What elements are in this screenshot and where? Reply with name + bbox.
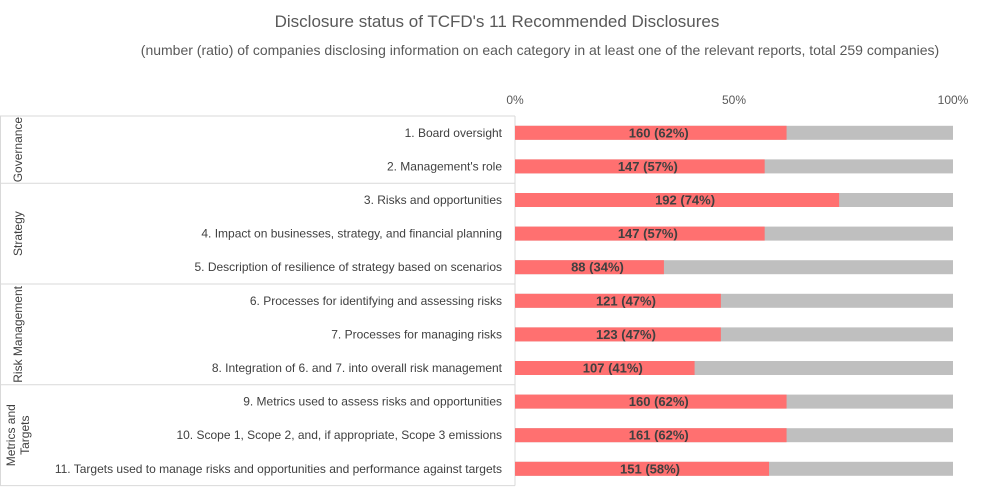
data-label: 123 (47%) — [596, 327, 656, 342]
bar-disclosed — [515, 260, 664, 275]
category-label: 9. Metrics used to assess risks and oppo… — [243, 395, 502, 409]
x-tick-label: 0% — [506, 93, 524, 107]
bar-disclosed — [515, 361, 695, 375]
data-label: 121 (47%) — [596, 293, 656, 308]
data-label: 147 (57%) — [618, 226, 678, 241]
category-label: 1. Board oversight — [405, 126, 503, 140]
category-label: 6. Processes for identifying and assessi… — [250, 294, 502, 308]
bar-disclosed — [515, 226, 765, 241]
data-label: 160 (62%) — [629, 394, 689, 409]
data-label: 88 (34%) — [571, 260, 624, 275]
category-label: 8. Integration of 6. and 7. into overall… — [212, 361, 503, 375]
category-label: 11. Targets used to manage risks and opp… — [55, 462, 502, 476]
group-label: Governance — [11, 117, 25, 183]
category-label: 2. Management's role — [387, 159, 502, 173]
category-label: 5. Description of resilience of strategy… — [195, 260, 503, 274]
data-label: 107 (41%) — [583, 361, 643, 376]
bar-disclosed — [515, 159, 765, 174]
bar-disclosed — [515, 193, 840, 207]
bar-disclosed — [515, 125, 787, 140]
x-tick-label: 50% — [722, 93, 746, 107]
data-label: 160 (62%) — [629, 125, 689, 140]
group-label: Targets — [18, 416, 32, 455]
category-label: 4. Impact on businesses, strategy, and f… — [201, 227, 502, 241]
x-tick-label: 100% — [938, 93, 969, 107]
bar-disclosed — [515, 461, 770, 476]
bar-disclosed — [515, 394, 787, 409]
data-label: 147 (57%) — [618, 159, 678, 174]
category-label: 10. Scope 1, Scope 2, and, if appropriat… — [176, 428, 502, 442]
data-label: 161 (62%) — [629, 428, 689, 443]
group-label: Strategy — [11, 211, 25, 256]
bar-disclosed — [515, 293, 721, 308]
data-label: 192 (74%) — [655, 193, 715, 208]
group-label: Risk Management — [11, 285, 25, 382]
chart-title: Disclosure status of TCFD's 11 Recommend… — [274, 12, 720, 31]
bar-disclosed — [515, 428, 787, 443]
chart-subtitle: (number (ratio) of companies disclosing … — [140, 42, 940, 58]
bar-disclosed — [515, 327, 721, 342]
group-label: Metrics and — [4, 404, 18, 466]
category-label: 3. Risks and opportunities — [364, 193, 502, 207]
data-label: 151 (58%) — [620, 461, 680, 476]
category-label: 7. Processes for managing risks — [331, 327, 502, 341]
